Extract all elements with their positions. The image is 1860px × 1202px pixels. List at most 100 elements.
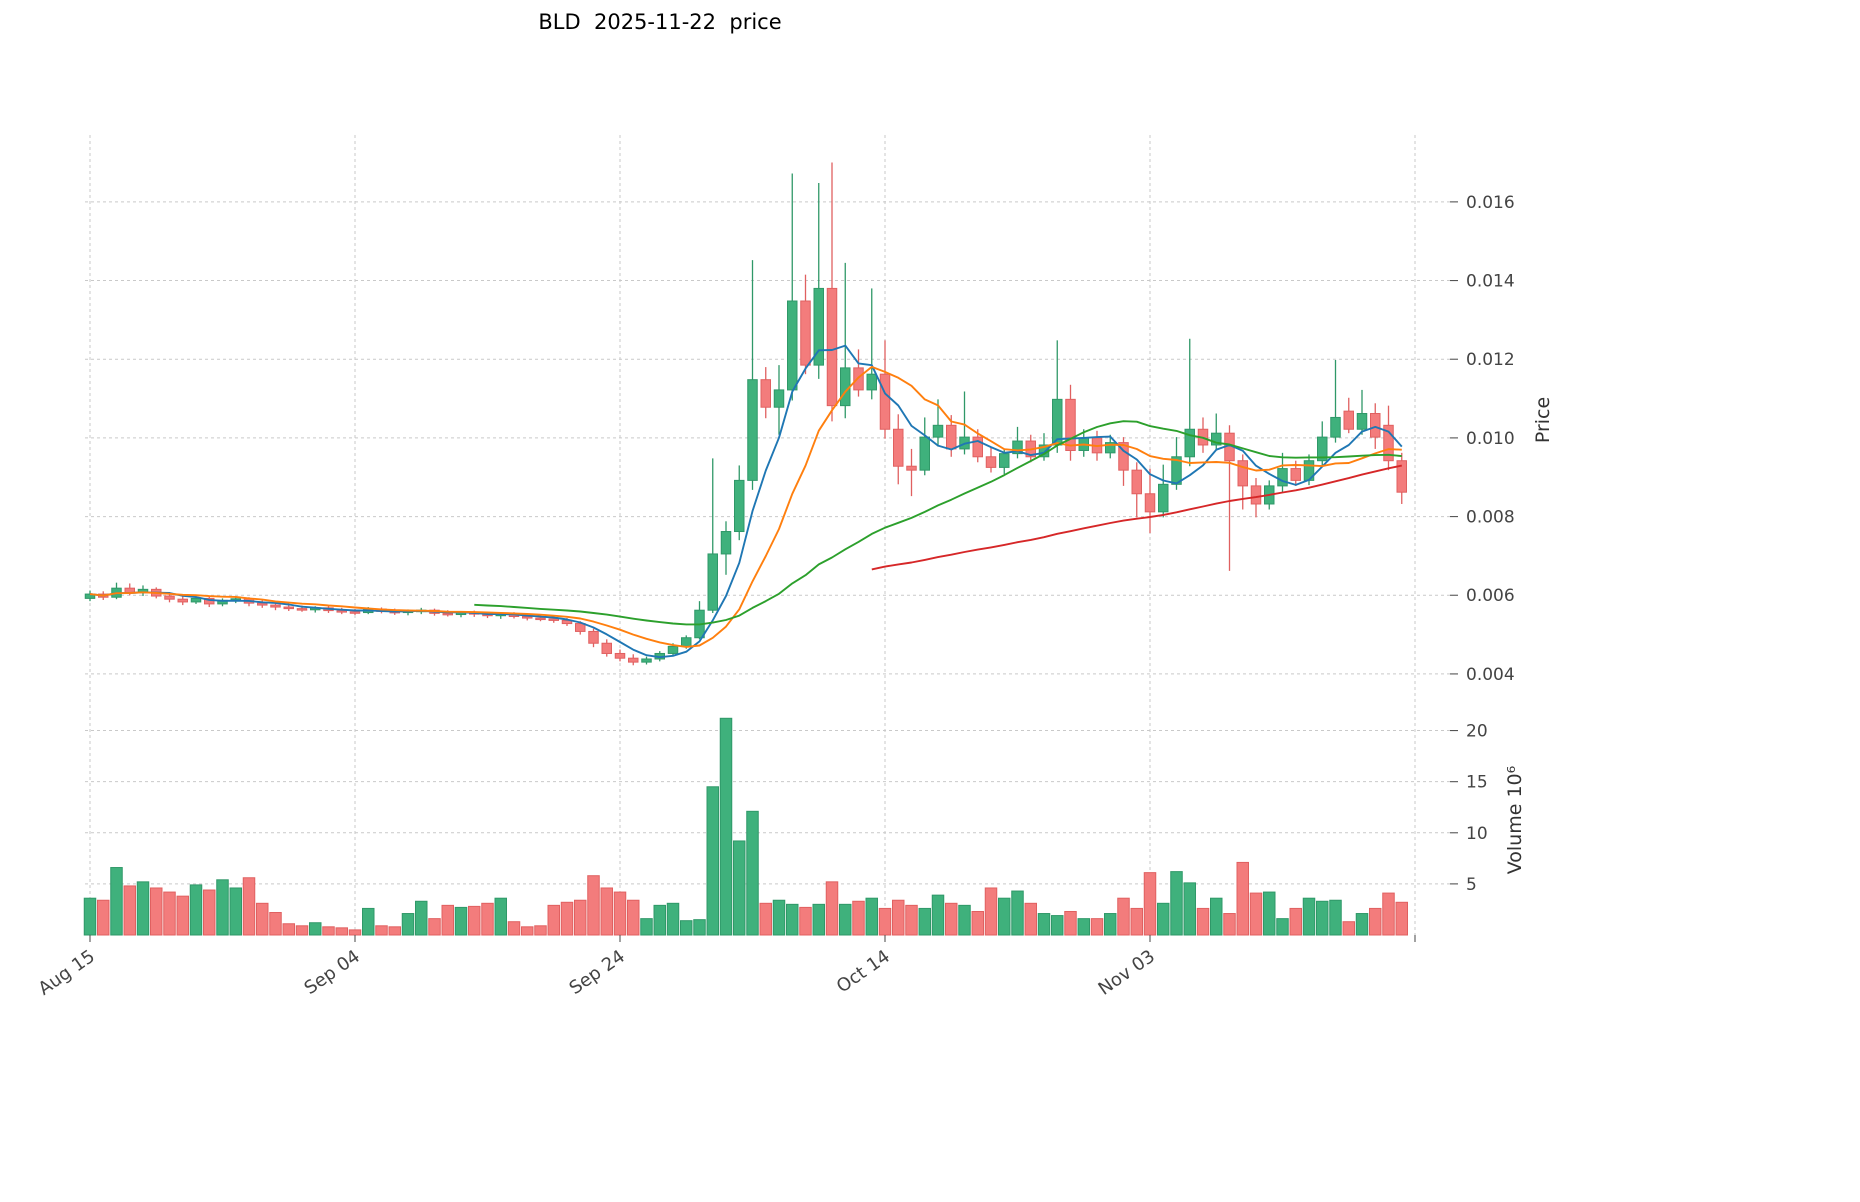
volume-bar	[719, 717, 733, 936]
candle-body	[614, 652, 626, 659]
volume-bar	[1011, 890, 1024, 936]
price-tick-label: 0.016	[1466, 193, 1515, 213]
price-axis-label: Price	[1532, 397, 1554, 443]
price-tick-label: 0.004	[1466, 665, 1515, 685]
volume-bar	[216, 879, 229, 936]
volume-bar	[1051, 915, 1064, 936]
volume-bar	[878, 907, 892, 936]
volume-bar	[706, 786, 719, 936]
svg-text:Sep 24: Sep 24	[566, 946, 629, 999]
candle-body	[535, 617, 546, 621]
candle-body	[548, 618, 559, 621]
candle-body	[296, 608, 308, 611]
volume-bar	[1037, 913, 1051, 936]
candle-body	[1105, 442, 1116, 454]
volume-bar	[1329, 899, 1342, 936]
volume-bar	[1355, 913, 1369, 936]
volume-bar	[1170, 871, 1183, 936]
volume-bar	[309, 922, 322, 936]
volume-bar	[163, 891, 176, 936]
volume-bar	[984, 887, 998, 936]
volume-bar	[825, 881, 839, 936]
candle-body	[1184, 428, 1195, 458]
volume-bar	[1342, 921, 1355, 936]
volume-bar	[1117, 897, 1130, 936]
volume-bar	[1077, 918, 1090, 936]
candle-body	[1211, 432, 1222, 446]
volume-bar	[136, 881, 150, 936]
grid-lines	[85, 135, 1450, 935]
volume-bars	[83, 717, 1408, 936]
candle-body	[919, 436, 930, 471]
volume-bar	[680, 920, 693, 936]
volume-bar	[97, 899, 110, 936]
volume-bar	[1024, 902, 1037, 936]
volume-axis-label: Volume 10⁶	[1504, 766, 1526, 875]
ma-line-MA10	[89, 365, 1402, 648]
ma-line-MA5	[89, 344, 1403, 659]
volume-bar	[468, 905, 481, 936]
candle-body	[1370, 413, 1381, 438]
volume-bar	[733, 840, 746, 936]
volume-bar	[229, 887, 242, 936]
candle-body	[840, 367, 851, 407]
candle-body	[601, 642, 612, 654]
candle-body	[1237, 460, 1248, 487]
candlesticks	[84, 162, 1407, 666]
volume-bar	[931, 894, 945, 936]
candle-body	[813, 287, 824, 366]
volume-bar	[1090, 918, 1104, 936]
volume-bar	[1382, 892, 1395, 936]
candle-body	[124, 587, 135, 593]
axis-tick-marks	[89, 201, 1458, 942]
volume-bar	[150, 887, 163, 936]
volume-bar	[560, 901, 574, 936]
candle-body	[760, 379, 771, 408]
candle-body	[190, 597, 202, 603]
volume-bar	[1157, 902, 1170, 936]
x-tick-label: Sep 24	[566, 946, 629, 999]
volume-bar	[865, 897, 878, 936]
volume-bar	[1223, 913, 1236, 936]
candle-body	[707, 553, 718, 611]
candle-body	[1065, 398, 1076, 451]
price-tick-label: 0.014	[1466, 272, 1515, 292]
candle-body	[84, 593, 96, 599]
volume-bar	[772, 899, 786, 936]
volume-bar	[693, 919, 706, 936]
volume-bar	[203, 889, 216, 936]
candle-body	[946, 424, 957, 450]
candle-body	[734, 479, 745, 533]
price-tick-label: 0.006	[1466, 586, 1515, 606]
candle-body	[442, 612, 453, 616]
candle-body	[1277, 468, 1288, 487]
volume-bar	[852, 900, 865, 936]
volume-bar	[666, 902, 680, 936]
candle-body	[1250, 485, 1262, 505]
volume-bar	[998, 897, 1011, 936]
volume-bar	[295, 925, 309, 936]
volume-bar	[1236, 861, 1249, 936]
volume-bar	[574, 899, 587, 936]
candle-body	[1144, 493, 1156, 513]
candle-body	[1343, 410, 1354, 430]
candle-body	[866, 373, 877, 391]
volume-bar	[176, 895, 189, 936]
volume-tick-label: 20	[1466, 722, 1488, 742]
volume-bar	[1064, 910, 1077, 936]
volume-bar	[1316, 900, 1329, 936]
volume-bar	[123, 885, 136, 936]
x-tick-label: Sep 04	[301, 946, 364, 999]
candle-body	[1118, 442, 1129, 471]
volume-bar	[1104, 913, 1117, 936]
candle-body	[800, 300, 811, 366]
volume-bar	[1196, 907, 1210, 936]
volume-tick-label: 5	[1466, 875, 1477, 895]
volume-tick-label: 10	[1466, 824, 1488, 844]
candle-body	[1290, 468, 1301, 481]
candle-body	[1012, 440, 1023, 455]
volume-bar	[494, 897, 507, 936]
candle-body	[1330, 416, 1341, 438]
